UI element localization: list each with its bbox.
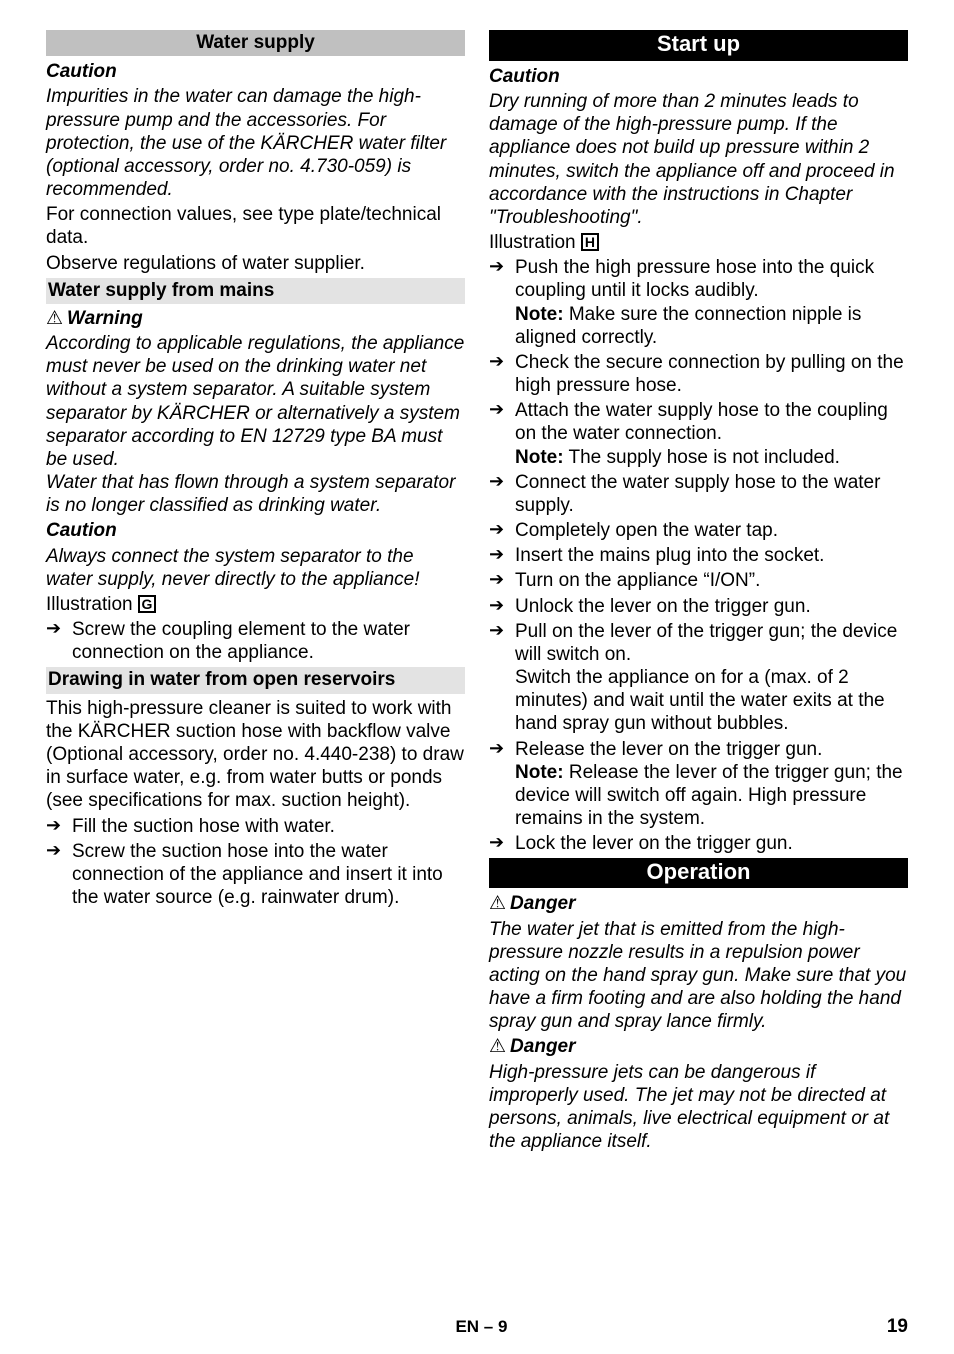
caution-body: Dry running of more than 2 minutes leads… — [489, 90, 908, 229]
danger-label: ⚠Danger — [489, 892, 908, 915]
illustration-ref: Illustration H — [489, 231, 908, 254]
heading-open-reservoirs: Drawing in water from open reservoirs — [46, 667, 465, 693]
list-item: Screw the coupling element to the water … — [46, 618, 465, 664]
caution-label: Caution — [46, 60, 465, 83]
left-column: Water supply Caution Impurities in the w… — [46, 28, 465, 1155]
footer-center: EN – 9 — [76, 1317, 887, 1338]
heading-operation: Operation — [489, 858, 908, 889]
list-item: Lock the lever on the trigger gun. — [489, 832, 908, 855]
note-label: Note: — [515, 447, 564, 468]
step-text: Push the high pressure hose into the qui… — [515, 257, 874, 301]
page-footer: EN – 9 19 — [0, 1315, 954, 1338]
danger-label: ⚠Danger — [489, 1035, 908, 1058]
list-item: Insert the mains plug into the socket. — [489, 544, 908, 567]
step-text: Release the lever on the trigger gun. — [515, 739, 822, 760]
warning-body: According to applicable regulations, the… — [46, 332, 465, 517]
note-text: Release the lever of the trigger gun; th… — [515, 762, 903, 829]
list-item: Release the lever on the trigger gun. No… — [489, 738, 908, 831]
step-note: Note: The supply hose is not included. — [515, 446, 908, 469]
step-note: Note: Make sure the connection nipple is… — [515, 303, 908, 349]
note-text: The supply hose is not included. — [564, 447, 840, 468]
body-text: For connection values, see type plate/te… — [46, 203, 465, 249]
list-item: Check the secure connection by pulling o… — [489, 351, 908, 397]
note-text: Make sure the connection nipple is align… — [515, 304, 861, 348]
heading-water-mains: Water supply from mains — [46, 278, 465, 304]
warning-text: Warning — [67, 308, 143, 329]
illustration-letter: G — [138, 595, 156, 613]
caution-label: Caution — [489, 65, 908, 88]
body-text: This high-pressure cleaner is suited to … — [46, 697, 465, 813]
note-label: Note: — [515, 304, 564, 325]
list-item: Attach the water supply hose to the coup… — [489, 399, 908, 469]
note-label: Note: — [515, 762, 564, 783]
right-column: Start up Caution Dry running of more tha… — [489, 28, 908, 1155]
list-item: Completely open the water tap. — [489, 519, 908, 542]
step-text: Attach the water supply hose to the coup… — [515, 400, 888, 444]
list-item: Fill the suction hose with water. — [46, 815, 465, 838]
caution-body: Always connect the system separator to t… — [46, 545, 465, 591]
columns: Water supply Caution Impurities in the w… — [46, 28, 908, 1155]
warning-label: ⚠Warning — [46, 307, 465, 330]
list-item: Push the high pressure hose into the qui… — [489, 256, 908, 349]
illustration-letter: H — [581, 233, 599, 251]
danger-text: Danger — [510, 893, 575, 914]
illustration-label: Illustration — [46, 594, 133, 615]
step-list: Fill the suction hose with water. Screw … — [46, 815, 465, 910]
list-item: Connect the water supply hose to the wat… — [489, 471, 908, 517]
danger-text: Danger — [510, 1036, 575, 1057]
list-item: Turn on the appliance “I/ON”. — [489, 569, 908, 592]
warning-icon: ⚠ — [46, 308, 63, 329]
page: Water supply Caution Impurities in the w… — [0, 0, 954, 1354]
danger-body: High-pressure jets can be dangerous if i… — [489, 1061, 908, 1154]
page-number: 19 — [887, 1315, 908, 1338]
step-list: Push the high pressure hose into the qui… — [489, 256, 908, 855]
list-item: Unlock the lever on the trigger gun. — [489, 595, 908, 618]
step-text: Pull on the lever of the trigger gun; th… — [515, 621, 897, 665]
list-item: Screw the suction hose into the water co… — [46, 840, 465, 910]
step-list: Screw the coupling element to the water … — [46, 618, 465, 664]
heading-water-supply: Water supply — [46, 30, 465, 56]
step-note: Note: Release the lever of the trigger g… — [515, 761, 908, 831]
heading-start-up: Start up — [489, 30, 908, 61]
warning-icon: ⚠ — [489, 893, 506, 914]
illustration-label: Illustration — [489, 232, 576, 253]
body-text: Observe regulations of water supplier. — [46, 252, 465, 275]
danger-body: The water jet that is emitted from the h… — [489, 918, 908, 1034]
caution-body: Impurities in the water can damage the h… — [46, 85, 465, 201]
list-item: Pull on the lever of the trigger gun; th… — [489, 620, 908, 736]
step-sub: Switch the appliance on for a (max. of 2… — [515, 666, 908, 736]
warning-icon: ⚠ — [489, 1036, 506, 1057]
caution-label: Caution — [46, 519, 465, 542]
illustration-ref: Illustration G — [46, 593, 465, 616]
